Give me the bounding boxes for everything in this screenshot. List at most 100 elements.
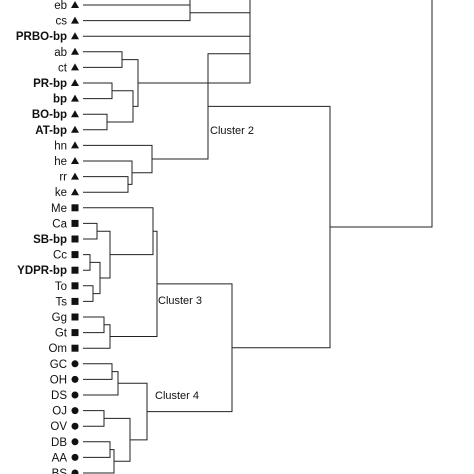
leaf-label: Om xyxy=(48,343,67,355)
leaf-label: ab xyxy=(54,47,67,59)
leaf-label: PRBO-bp xyxy=(16,31,67,43)
triangle-marker-icon xyxy=(71,94,79,102)
leaf-label: cs xyxy=(56,16,68,28)
dendrogram-branch xyxy=(208,105,331,349)
dendrogram-branches xyxy=(83,0,433,474)
leaf-label: GC xyxy=(50,359,67,371)
cluster-label: Cluster 4 xyxy=(155,390,199,402)
dendrogram-branch xyxy=(83,371,119,396)
dendrogram-branch xyxy=(83,12,251,37)
dendrogram-branch xyxy=(152,53,250,160)
leaf-label: bp xyxy=(53,94,67,106)
dendrogram-branch xyxy=(83,144,153,174)
dendrogram-branch xyxy=(83,51,123,68)
leaf-label: OH xyxy=(50,374,67,386)
leaf-label: OJ xyxy=(52,406,67,418)
leaf-label: ke xyxy=(55,187,67,199)
leaf-label: PR-bp xyxy=(33,78,67,90)
circle-marker-icon xyxy=(71,375,79,383)
dendrogram-branch xyxy=(330,0,433,228)
leaf-label: hn xyxy=(54,140,67,152)
leaf-label: DS xyxy=(51,390,67,402)
circle-marker-icon xyxy=(71,469,79,474)
dendrogram-branch xyxy=(83,285,94,302)
triangle-marker-icon xyxy=(71,32,79,40)
triangle-marker-icon xyxy=(71,141,79,149)
triangle-marker-icon xyxy=(71,125,79,133)
triangle-marker-icon xyxy=(71,110,79,118)
square-marker-icon xyxy=(71,204,79,212)
circle-marker-icon xyxy=(71,453,79,461)
triangle-marker-icon xyxy=(71,188,79,196)
leaf-label: SB-bp xyxy=(33,234,67,246)
leaf-label: DB xyxy=(51,437,67,449)
dendrogram-branch xyxy=(83,222,98,240)
triangle-marker-icon xyxy=(71,157,79,164)
dendrogram-branch xyxy=(83,176,129,193)
dendrogram-branch xyxy=(83,207,154,256)
leaf-labels: eb cs PRBO-bp ab ct PR-bp bp BO-bp AT-bp hn he rr ke… xyxy=(16,0,79,474)
dendrogram-branch xyxy=(83,316,105,334)
square-marker-icon xyxy=(71,313,79,321)
cluster-label: Cluster 3 xyxy=(158,295,202,307)
dendrogram-branch xyxy=(83,363,113,380)
leaf-label: YDPR-bp xyxy=(17,265,67,277)
dendrogram-branch xyxy=(83,82,113,100)
leaf-label: Gt xyxy=(55,328,68,340)
square-marker-icon xyxy=(71,235,79,243)
leaf-label: he xyxy=(54,156,67,168)
dendrogram-branch xyxy=(83,324,111,349)
dendrogram-branch xyxy=(147,283,233,413)
dendrogram-branch xyxy=(107,90,134,123)
dendrogram-branch xyxy=(97,230,111,279)
triangle-marker-icon xyxy=(71,16,79,24)
dendrogram-branch xyxy=(122,59,139,107)
square-marker-icon xyxy=(71,344,79,352)
dendrogram-branch xyxy=(83,449,115,474)
dendrogram-branch xyxy=(83,113,108,131)
dendrogram-branch xyxy=(83,254,91,271)
leaf-label: Gg xyxy=(52,312,67,324)
triangle-marker-icon xyxy=(71,172,79,180)
leaf-label: eb xyxy=(54,0,67,12)
triangle-marker-icon xyxy=(71,63,79,71)
dendrogram-branch xyxy=(90,261,101,295)
leaf-label: Ca xyxy=(52,218,67,230)
dendrogram-branch xyxy=(83,441,111,458)
dendrogram-branch xyxy=(138,24,251,84)
circle-marker-icon xyxy=(71,391,79,399)
leaf-label: AT-bp xyxy=(35,125,67,137)
cluster-labels: Cluster 2 Cluster 3 Cluster 4 xyxy=(155,125,254,402)
leaf-label: To xyxy=(55,281,67,293)
square-marker-icon xyxy=(71,251,79,259)
square-marker-icon xyxy=(71,219,79,227)
dendrogram-branch xyxy=(104,417,131,462)
triangle-marker-icon xyxy=(71,79,79,86)
square-marker-icon xyxy=(71,266,79,274)
leaf-label: rr xyxy=(59,172,67,184)
square-marker-icon xyxy=(71,282,79,290)
circle-marker-icon xyxy=(71,360,79,368)
leaf-label: Cc xyxy=(53,250,67,262)
leaf-label: Ts xyxy=(56,296,68,308)
dendrogram-branch xyxy=(110,230,158,337)
dendrogram-branch xyxy=(83,160,133,185)
triangle-marker-icon xyxy=(71,1,79,8)
leaf-label: OV xyxy=(50,421,67,433)
leaf-label: ct xyxy=(58,62,68,74)
circle-marker-icon xyxy=(71,407,79,415)
leaf-label: Me xyxy=(51,203,67,215)
triangle-marker-icon xyxy=(71,47,79,55)
leaf-label: BO-bp xyxy=(32,109,67,121)
dendrogram-branch xyxy=(118,382,148,441)
square-marker-icon xyxy=(71,297,79,305)
circle-marker-icon xyxy=(71,422,79,430)
cluster-label: Cluster 2 xyxy=(210,125,254,137)
leaf-label: BS xyxy=(52,468,68,474)
circle-marker-icon xyxy=(71,438,79,446)
leaf-label: AA xyxy=(52,452,68,464)
dendrogram-branch xyxy=(83,410,105,427)
square-marker-icon xyxy=(71,329,79,337)
dendrogram-branch xyxy=(83,4,191,22)
